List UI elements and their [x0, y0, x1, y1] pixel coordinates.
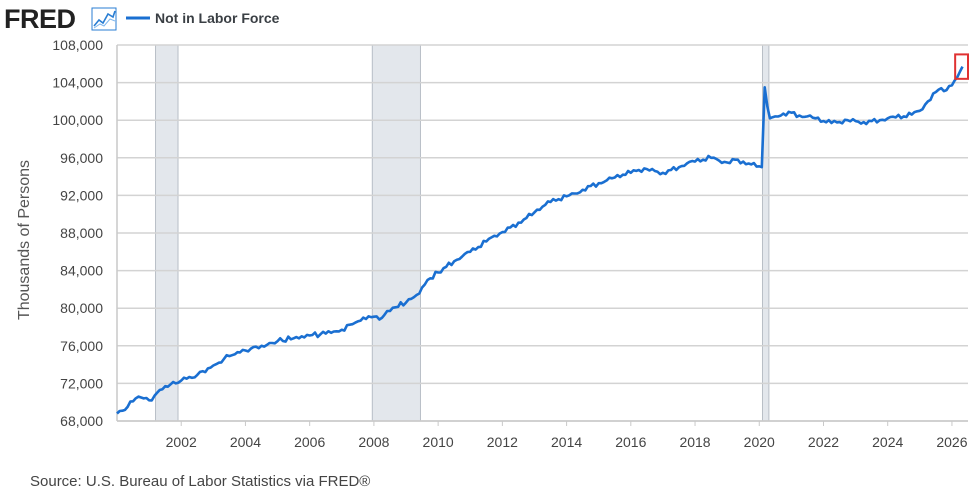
x-tick-label: 2016: [615, 434, 646, 450]
series-line-0: [116, 66, 964, 415]
fred-logo-text: FRED: [4, 4, 76, 34]
legend: Not in Labor Force: [126, 10, 280, 26]
y-tick-label: 72,000: [60, 375, 103, 391]
y-tick-label: 108,000: [52, 37, 103, 53]
y-tick-label: 100,000: [52, 112, 103, 128]
y-tick-label: 92,000: [60, 187, 103, 203]
line-chart-icon: [91, 7, 117, 31]
x-tick-label: 2012: [487, 434, 518, 450]
y-tick-label: 84,000: [60, 263, 103, 279]
highlight-box: [954, 53, 970, 80]
x-tick-label: 2024: [872, 434, 903, 450]
y-tick-label: 76,000: [60, 338, 103, 354]
y-tick-label: 88,000: [60, 225, 103, 241]
x-tick-label: 2026: [936, 434, 967, 450]
y-tick-labels: 68,000 72,000 76,000 80,000 84,000 88,000 92,0…: [52, 37, 103, 429]
x-tick-label: 2008: [358, 434, 389, 450]
x-tick-label: 2014: [551, 434, 582, 450]
fred-logo[interactable]: FRED: [4, 4, 117, 34]
highlight-rect: [954, 53, 970, 80]
series-lines: [116, 66, 964, 415]
y-axis-title: Thousands of Persons: [16, 160, 33, 320]
x-tick-label: 2020: [744, 434, 775, 450]
x-tick-label: 2004: [230, 434, 261, 450]
x-tick-label: 2010: [423, 434, 454, 450]
source-note: Source: U.S. Bureau of Labor Statistics …: [30, 473, 370, 490]
x-tick-labels: 2002 2004 2006 2008 2010 2012 2014 2016 2018 2020…: [166, 421, 968, 450]
y-tick-label: 96,000: [60, 150, 103, 166]
gridlines: [117, 44, 968, 422]
legend-label: Not in Labor Force: [155, 10, 280, 26]
x-tick-label: 2006: [294, 434, 325, 450]
x-tick-label: 2002: [166, 434, 197, 450]
y-tick-label: 68,000: [60, 413, 103, 429]
x-tick-label: 2022: [808, 434, 839, 450]
y-tick-label: 80,000: [60, 300, 103, 316]
axes: [116, 45, 968, 422]
y-tick-label: 104,000: [52, 75, 103, 91]
x-tick-label: 2018: [679, 434, 710, 450]
